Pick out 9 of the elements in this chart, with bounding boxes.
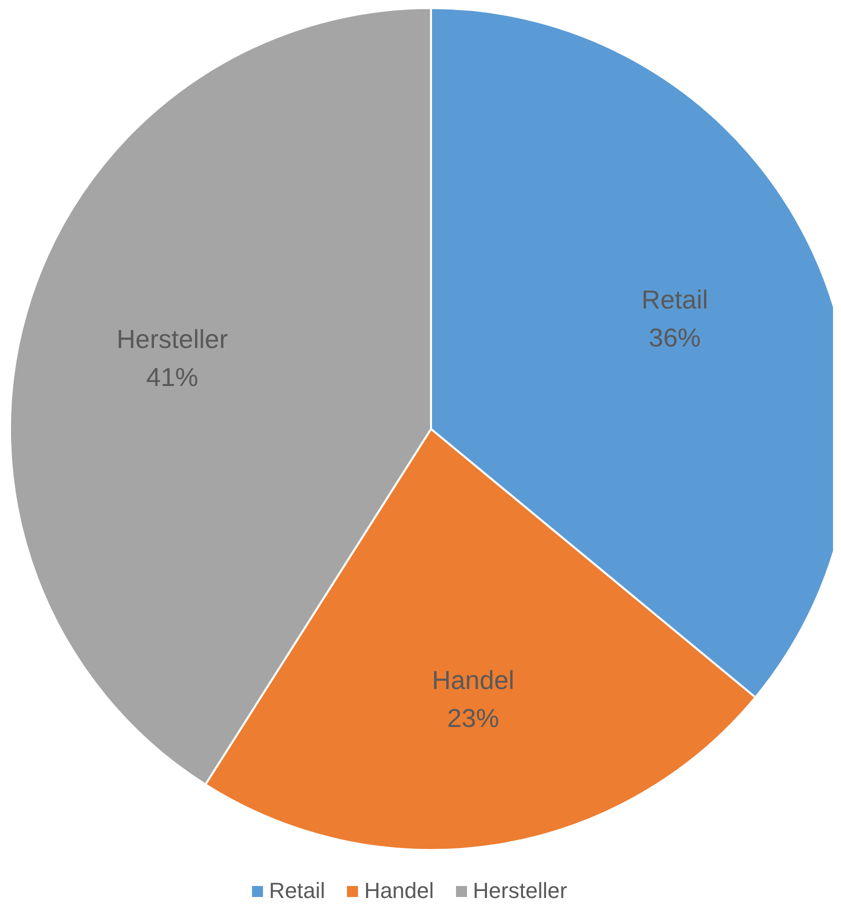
slice-label: Hersteller xyxy=(116,324,228,354)
legend-label: Handel xyxy=(364,878,434,904)
data-label: 36% xyxy=(648,322,701,352)
slice-label: Handel xyxy=(432,665,514,696)
category-label: Hersteller xyxy=(472,878,568,903)
legend-label: Retail xyxy=(268,878,326,904)
data-label: 41% xyxy=(146,362,198,392)
slice-label: Retail xyxy=(642,284,708,314)
data-label: 23% xyxy=(447,703,500,734)
